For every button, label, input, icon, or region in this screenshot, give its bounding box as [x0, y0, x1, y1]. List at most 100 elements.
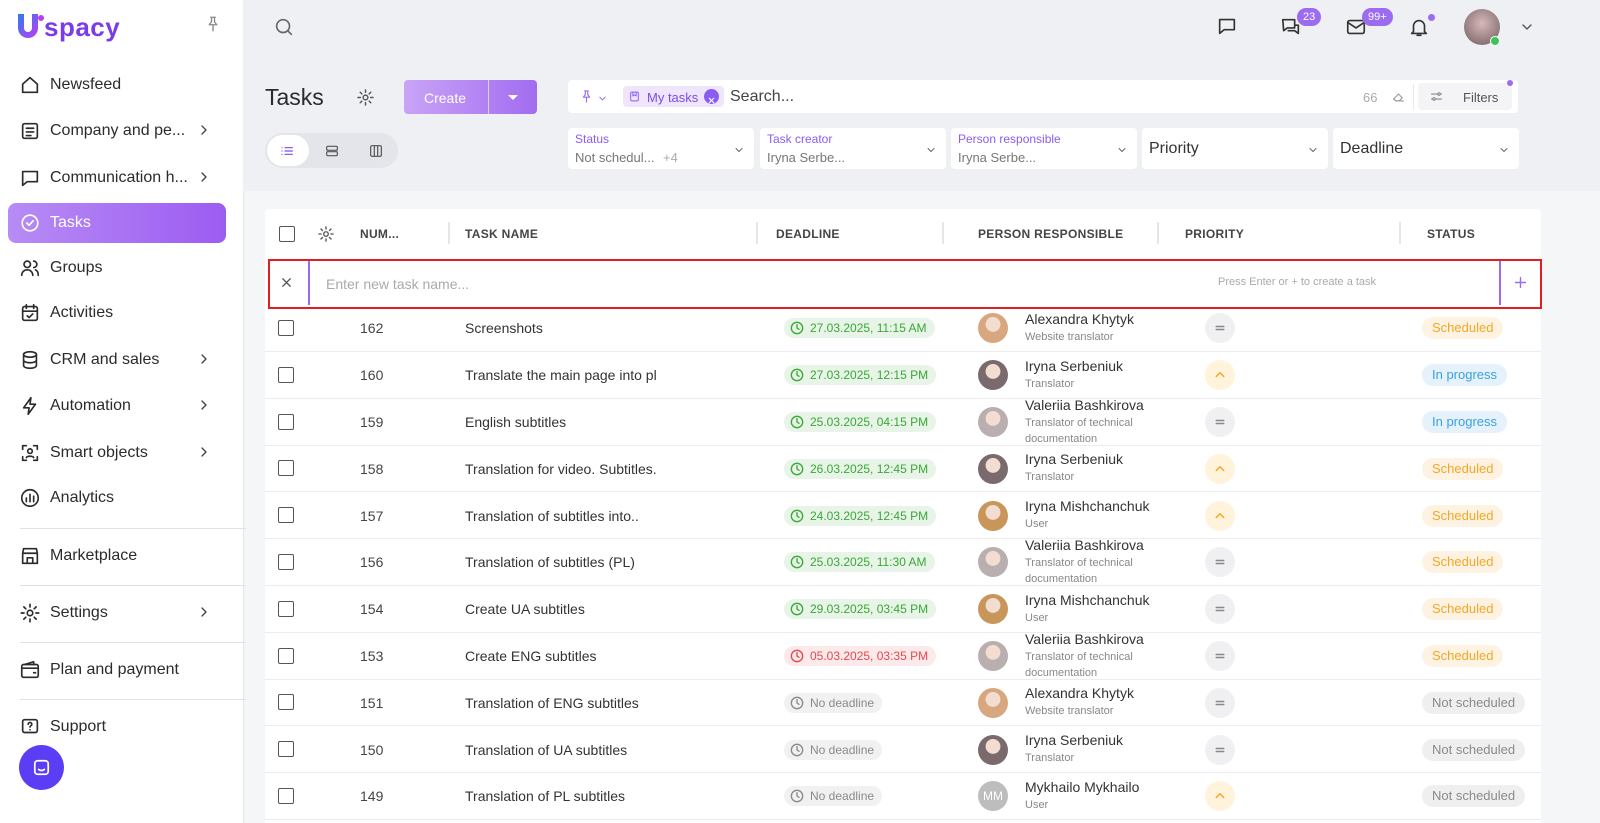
checkbox[interactable]	[278, 460, 294, 477]
task-name[interactable]: Translation of subtitles into..	[465, 507, 639, 524]
chats[interactable]	[1280, 16, 1302, 38]
person-name[interactable]: Iryna Serbeniuk	[1025, 451, 1124, 468]
task-name[interactable]: Translate the main page into pl	[465, 367, 657, 384]
column-header[interactable]: TASK NAME	[465, 227, 539, 241]
task-name[interactable]: Translation for video. Subtitles.	[465, 460, 657, 477]
checkbox[interactable]	[278, 600, 294, 617]
nav-item[interactable]: Plan and payment	[8, 650, 226, 690]
filters-button[interactable]: Filters	[1418, 80, 1513, 110]
checkbox[interactable]	[278, 507, 294, 524]
task-name[interactable]: Screenshots	[465, 320, 543, 337]
checkbox[interactable]	[278, 787, 294, 804]
status-pill[interactable]: Not scheduled	[1422, 785, 1526, 808]
view-rows[interactable]	[324, 143, 340, 159]
status-pill[interactable]: Scheduled	[1422, 645, 1504, 667]
add-task[interactable]	[1512, 274, 1529, 291]
mail[interactable]	[1345, 16, 1367, 38]
priority[interactable]	[1205, 453, 1235, 484]
priority[interactable]	[1205, 641, 1235, 671]
task-name[interactable]: Translation of subtitles (PL)	[465, 554, 635, 571]
nav-item[interactable]: Smart objects	[8, 433, 226, 473]
chip-remove[interactable]	[704, 89, 719, 104]
priority[interactable]	[1205, 313, 1235, 344]
search-pin-menu[interactable]	[597, 91, 608, 102]
status-pill[interactable]: Scheduled	[1422, 551, 1504, 574]
person-name[interactable]: Valeriia Bashkirova	[1025, 630, 1144, 647]
task-name[interactable]: Create UA subtitles	[465, 601, 585, 618]
filter-field[interactable]: Deadline	[1333, 128, 1519, 169]
person-name[interactable]: Iryna Serbeniuk	[1025, 732, 1124, 749]
person-name[interactable]: Valeriia Bashkirova	[1025, 537, 1144, 553]
nav-item[interactable]: Automation	[8, 386, 226, 426]
column-header[interactable]: NUM...	[360, 227, 400, 241]
nav-item[interactable]: Groups	[8, 248, 226, 288]
filter-field[interactable]: Priority	[1142, 128, 1328, 169]
nav-item[interactable]: Activities	[8, 293, 226, 333]
notifications[interactable]	[1408, 16, 1430, 38]
priority[interactable]	[1205, 500, 1235, 531]
status-pill[interactable]: In progress	[1422, 411, 1508, 433]
filter-field[interactable]: Status Not schedul... +4	[568, 128, 754, 169]
checkbox[interactable]	[279, 226, 295, 242]
task-name[interactable]: Translation of PL subtitles	[465, 788, 626, 805]
column-header[interactable]: DEADLINE	[776, 227, 840, 241]
pin-sidebar[interactable]	[204, 15, 222, 33]
task-name[interactable]: English subtitles	[465, 414, 567, 430]
nav-item[interactable]: Company and pe...	[8, 111, 226, 151]
search-pin[interactable]	[579, 89, 594, 104]
priority[interactable]	[1205, 734, 1235, 765]
status-pill[interactable]: Scheduled	[1422, 598, 1504, 621]
chat-widget[interactable]	[19, 745, 64, 790]
status-pill[interactable]: In progress	[1422, 364, 1508, 387]
new-task-input[interactable]: Enter new task name...	[326, 276, 470, 292]
checkbox[interactable]	[278, 319, 294, 336]
status-pill[interactable]: Scheduled	[1422, 504, 1504, 527]
person-name[interactable]: Alexandra Khytyk	[1025, 685, 1134, 702]
status-pill[interactable]: Not scheduled	[1422, 691, 1526, 714]
nav-item[interactable]: Tasks	[8, 203, 226, 243]
person-name[interactable]: Alexandra Khytyk	[1025, 311, 1134, 327]
task-name[interactable]: Translation of UA subtitles	[465, 741, 628, 758]
global-search[interactable]	[273, 16, 295, 38]
status-pill[interactable]: Scheduled	[1422, 457, 1504, 480]
checkbox[interactable]	[278, 741, 294, 758]
task-name[interactable]: Create ENG subtitles	[465, 648, 597, 664]
person-name[interactable]: Iryna Mishchanchuk	[1025, 498, 1150, 515]
search-input[interactable]: Search...	[730, 88, 795, 105]
nav-item[interactable]: CRM and sales	[8, 340, 226, 380]
create-dropdown[interactable]	[508, 95, 518, 100]
priority[interactable]	[1205, 360, 1235, 391]
table-settings[interactable]	[317, 225, 335, 243]
filter-field[interactable]: Person responsible Iryna Serbe...	[951, 128, 1137, 169]
nav-item[interactable]: Marketplace	[8, 536, 226, 576]
column-header[interactable]: PERSON RESPONSIBLE	[978, 227, 1124, 241]
clear-search[interactable]	[1391, 89, 1406, 104]
nav-item[interactable]: Support	[8, 707, 226, 747]
view-list[interactable]	[279, 143, 295, 159]
checkbox[interactable]	[278, 694, 294, 711]
nav-item[interactable]: Settings	[8, 593, 226, 633]
priority[interactable]	[1205, 407, 1235, 437]
person-name[interactable]: Valeriia Bashkirova	[1025, 396, 1144, 413]
checkbox[interactable]	[278, 413, 294, 430]
checkbox[interactable]	[278, 647, 294, 664]
column-header[interactable]: PRIORITY	[1185, 227, 1245, 241]
priority[interactable]	[1205, 547, 1235, 578]
messages[interactable]	[1216, 15, 1238, 37]
priority[interactable]	[1205, 781, 1235, 812]
person-name[interactable]: Iryna Mishchanchuk	[1025, 591, 1150, 608]
create-button[interactable]: Create	[404, 80, 537, 114]
user-menu[interactable]	[1519, 19, 1535, 35]
status-pill[interactable]: Scheduled	[1422, 317, 1504, 340]
column-header[interactable]: STATUS	[1427, 227, 1476, 241]
title-settings[interactable]	[356, 88, 375, 107]
nav-item[interactable]: Analytics	[8, 478, 226, 518]
task-name[interactable]: Translation of ENG subtitles	[465, 694, 639, 711]
nav-item[interactable]: Communication h...	[8, 158, 226, 198]
person-name[interactable]: Mykhailo Mykhailo	[1025, 779, 1140, 795]
priority[interactable]	[1205, 594, 1235, 625]
person-name[interactable]: Iryna Serbeniuk	[1025, 357, 1124, 374]
filter-chip[interactable]: My tasks	[623, 86, 724, 107]
cancel-new-task[interactable]	[279, 275, 294, 290]
checkbox[interactable]	[278, 366, 294, 383]
